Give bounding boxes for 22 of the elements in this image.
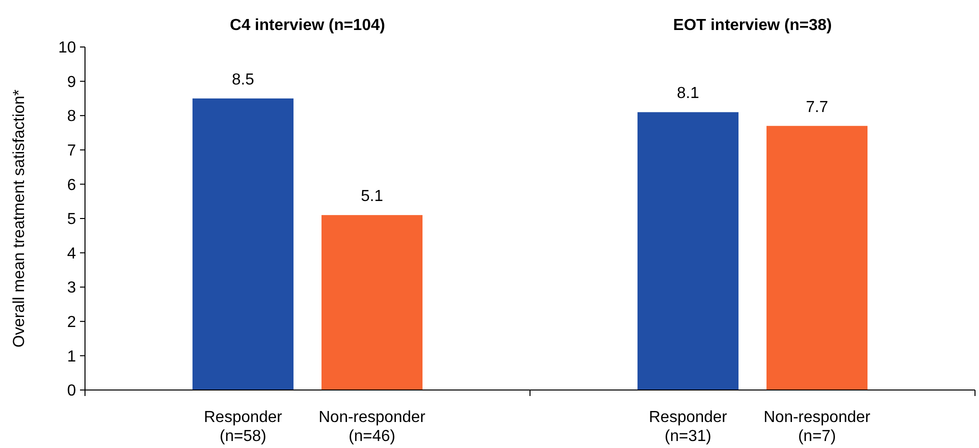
y-tick-label: 2	[67, 314, 76, 331]
y-tick-label: 7	[67, 142, 76, 160]
data-label: 8.1	[676, 85, 700, 102]
data-label: 5.1	[360, 188, 384, 206]
y-tick-label: 0	[67, 382, 76, 400]
y-tick-label: 5	[67, 211, 76, 228]
data-label: 8.5	[232, 71, 254, 88]
text: C4 interview (n=104)	[230, 17, 386, 34]
x-tick-label: Responder (n=58)	[204, 409, 283, 445]
y-axis-title: Overall mean treatment satisfaction*	[11, 90, 28, 348]
x-tick-label: Non-responder (n=7)	[764, 409, 872, 445]
y-tick-label: 3	[67, 280, 76, 297]
text: EOT interview (n=38)	[673, 17, 832, 34]
x-tick-label: Responder (n=31)	[648, 409, 728, 445]
x-tick-label: Non-responder (n=46)	[318, 409, 426, 445]
y-tick-label: 8	[67, 108, 76, 126]
y-tick-label: 9	[67, 74, 76, 91]
y-tick-label: 10	[58, 40, 76, 57]
y-tick-label: 1	[67, 348, 76, 366]
data-label: 7.7	[806, 98, 828, 116]
y-tick-label: 6	[67, 176, 76, 194]
y-tick-label: 4	[67, 245, 76, 262]
